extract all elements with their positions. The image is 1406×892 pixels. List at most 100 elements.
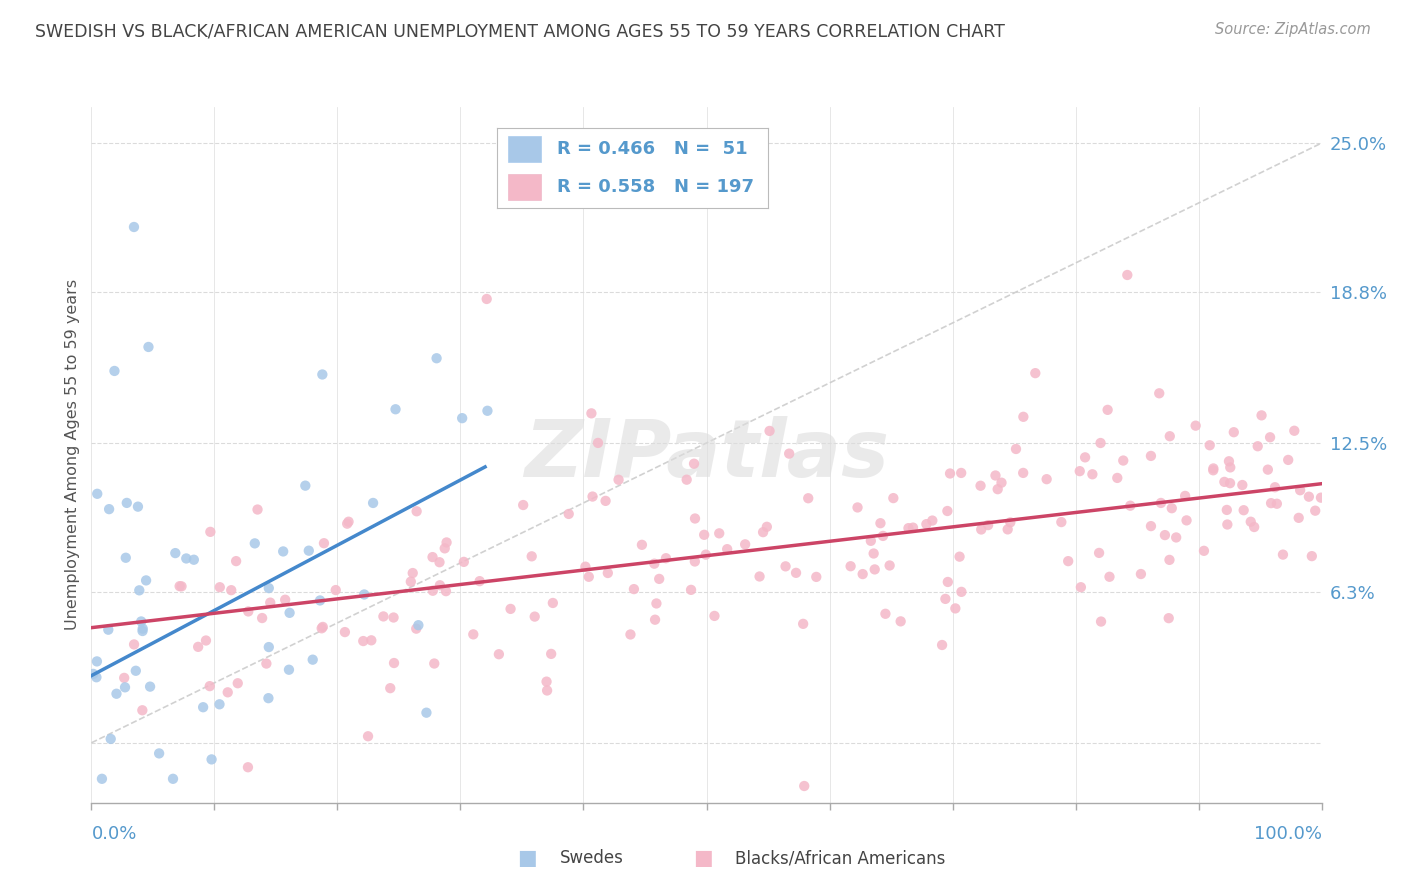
Point bbox=[138, 340, 160, 354]
Point bbox=[114, 550, 136, 565]
Point bbox=[872, 529, 894, 543]
Point bbox=[1232, 478, 1254, 492]
Point bbox=[897, 521, 920, 535]
Point bbox=[174, 551, 197, 566]
Point bbox=[274, 592, 297, 607]
Point bbox=[125, 664, 148, 678]
Text: 0.0%: 0.0% bbox=[91, 825, 136, 843]
Point bbox=[755, 520, 778, 534]
Point bbox=[1160, 501, 1182, 516]
Point bbox=[148, 747, 170, 761]
Point bbox=[1116, 268, 1139, 282]
Point bbox=[1258, 430, 1281, 444]
Point bbox=[1260, 496, 1282, 510]
Point bbox=[540, 647, 562, 661]
Point bbox=[1250, 409, 1272, 423]
Point bbox=[217, 685, 239, 699]
Point bbox=[948, 549, 970, 564]
Point bbox=[1175, 513, 1198, 527]
Point bbox=[793, 779, 815, 793]
Point bbox=[250, 611, 273, 625]
Point bbox=[162, 772, 184, 786]
Point bbox=[879, 558, 901, 573]
Point bbox=[135, 574, 157, 588]
Point bbox=[1202, 461, 1225, 475]
Point bbox=[970, 523, 993, 537]
Point bbox=[943, 601, 966, 615]
Point bbox=[1298, 490, 1320, 504]
Point bbox=[716, 542, 738, 557]
Point bbox=[1012, 466, 1035, 480]
Y-axis label: Unemployment Among Ages 55 to 59 years: Unemployment Among Ages 55 to 59 years bbox=[65, 279, 80, 631]
Point bbox=[977, 518, 1000, 533]
Point bbox=[298, 543, 321, 558]
Point bbox=[1112, 453, 1135, 467]
Point bbox=[1035, 472, 1057, 486]
Point bbox=[1081, 467, 1104, 482]
Point bbox=[792, 616, 814, 631]
Point bbox=[127, 500, 149, 514]
Point bbox=[921, 514, 943, 528]
Point bbox=[98, 502, 121, 516]
Point bbox=[311, 621, 333, 635]
Point bbox=[1074, 450, 1097, 465]
Point bbox=[645, 597, 668, 611]
Point bbox=[1057, 554, 1080, 568]
Point bbox=[243, 536, 266, 550]
Point bbox=[1271, 548, 1294, 562]
Point bbox=[468, 574, 491, 589]
Point bbox=[709, 526, 731, 541]
Point bbox=[429, 555, 451, 569]
Point bbox=[399, 574, 422, 589]
Point bbox=[122, 637, 145, 651]
Point bbox=[1070, 580, 1092, 594]
Point bbox=[1216, 503, 1239, 517]
Point bbox=[131, 624, 153, 638]
Point bbox=[1247, 439, 1270, 453]
Point bbox=[520, 549, 543, 564]
Point bbox=[97, 623, 120, 637]
Bar bbox=[508, 136, 541, 161]
Point bbox=[236, 760, 259, 774]
Point bbox=[1284, 424, 1306, 438]
Point bbox=[734, 537, 756, 551]
Point bbox=[931, 638, 953, 652]
Point bbox=[852, 567, 875, 582]
Point bbox=[226, 676, 249, 690]
Point bbox=[675, 473, 697, 487]
Point bbox=[1098, 570, 1121, 584]
Point bbox=[312, 536, 335, 550]
Point bbox=[122, 219, 145, 234]
Point bbox=[1257, 463, 1279, 477]
Point bbox=[863, 562, 886, 576]
Point bbox=[984, 468, 1007, 483]
Point bbox=[1219, 460, 1241, 475]
Point bbox=[934, 591, 956, 606]
Point bbox=[512, 498, 534, 512]
Point bbox=[1000, 516, 1022, 530]
Point bbox=[578, 570, 600, 584]
Point bbox=[128, 583, 150, 598]
Point bbox=[1159, 553, 1181, 567]
Point bbox=[595, 494, 617, 508]
Point bbox=[1174, 489, 1197, 503]
Point bbox=[969, 479, 991, 493]
Point bbox=[373, 609, 395, 624]
Point bbox=[703, 608, 725, 623]
Point bbox=[183, 553, 205, 567]
Point bbox=[683, 457, 706, 471]
Point bbox=[1218, 454, 1240, 468]
Point bbox=[936, 574, 959, 589]
Point bbox=[1005, 442, 1028, 456]
Point bbox=[1069, 464, 1091, 478]
Point bbox=[1219, 476, 1241, 491]
Point bbox=[311, 368, 333, 382]
Point bbox=[950, 585, 973, 599]
Point bbox=[1310, 491, 1333, 505]
Text: ■: ■ bbox=[693, 848, 713, 868]
Point bbox=[1198, 438, 1220, 452]
Text: Source: ZipAtlas.com: Source: ZipAtlas.com bbox=[1215, 22, 1371, 37]
Point bbox=[436, 535, 458, 549]
Point bbox=[1240, 515, 1263, 529]
Point bbox=[170, 579, 193, 593]
